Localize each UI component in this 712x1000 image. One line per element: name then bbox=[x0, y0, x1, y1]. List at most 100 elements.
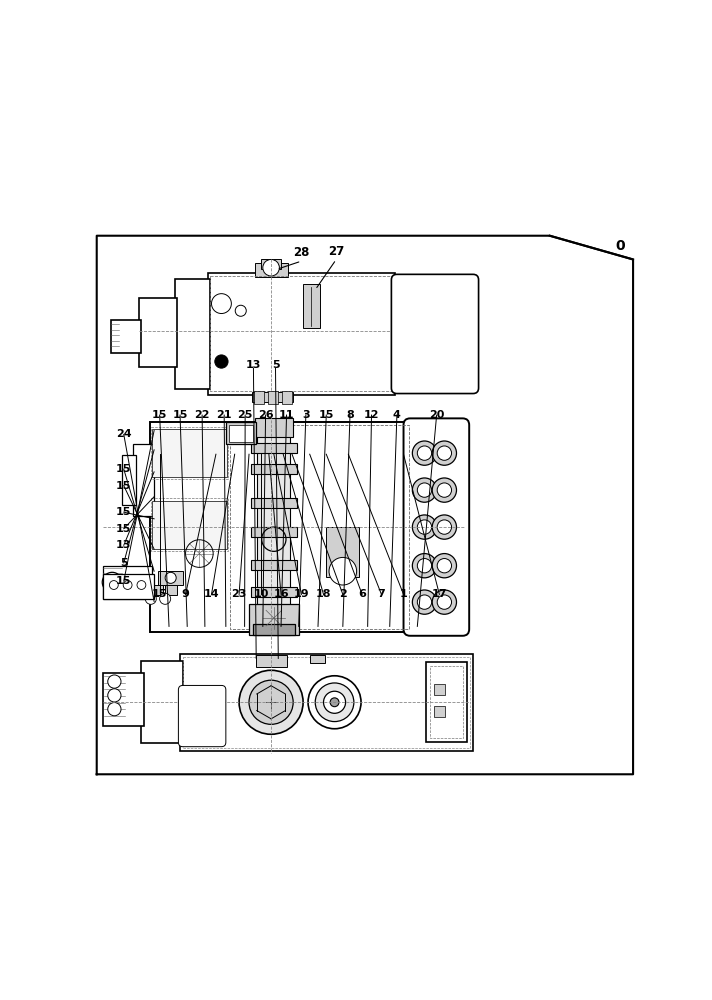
Circle shape bbox=[417, 446, 431, 460]
Bar bbox=[256, 655, 286, 667]
Bar bbox=[211, 276, 392, 391]
Bar bbox=[255, 418, 293, 437]
Bar bbox=[111, 320, 142, 353]
Text: 15: 15 bbox=[152, 410, 167, 420]
Text: 0: 0 bbox=[615, 239, 624, 253]
Text: 15: 15 bbox=[116, 464, 132, 474]
Text: 22: 22 bbox=[194, 410, 210, 420]
Text: 15: 15 bbox=[116, 481, 132, 491]
Circle shape bbox=[159, 593, 171, 604]
Circle shape bbox=[249, 680, 293, 724]
FancyBboxPatch shape bbox=[404, 418, 469, 636]
Text: 18: 18 bbox=[315, 589, 331, 599]
Circle shape bbox=[409, 299, 425, 314]
Text: 9: 9 bbox=[182, 589, 189, 599]
Bar bbox=[151, 427, 228, 479]
Circle shape bbox=[432, 441, 456, 465]
Bar bbox=[430, 666, 463, 738]
Circle shape bbox=[308, 676, 361, 729]
Circle shape bbox=[193, 732, 201, 740]
Bar bbox=[434, 706, 445, 717]
Circle shape bbox=[417, 595, 431, 609]
Circle shape bbox=[430, 322, 454, 346]
Circle shape bbox=[239, 670, 303, 734]
Text: 15: 15 bbox=[152, 589, 167, 599]
Bar bbox=[326, 527, 360, 577]
Bar bbox=[251, 464, 297, 474]
FancyBboxPatch shape bbox=[179, 685, 226, 747]
Text: 8: 8 bbox=[346, 410, 354, 420]
Text: 15: 15 bbox=[116, 507, 132, 517]
Bar bbox=[150, 422, 464, 632]
Circle shape bbox=[215, 355, 228, 368]
Text: 15: 15 bbox=[318, 410, 334, 420]
Bar bbox=[165, 585, 177, 595]
Circle shape bbox=[123, 581, 132, 589]
Bar bbox=[252, 392, 293, 402]
Bar bbox=[395, 279, 476, 389]
Bar bbox=[142, 661, 183, 743]
Text: 13: 13 bbox=[246, 360, 261, 370]
Circle shape bbox=[437, 446, 451, 460]
Bar bbox=[268, 391, 278, 404]
Circle shape bbox=[434, 299, 450, 314]
Text: 16: 16 bbox=[273, 589, 289, 599]
Circle shape bbox=[417, 520, 431, 534]
Text: 21: 21 bbox=[216, 410, 232, 420]
Bar bbox=[434, 684, 445, 695]
Text: 27: 27 bbox=[328, 245, 345, 258]
Text: 19: 19 bbox=[293, 589, 309, 599]
Text: 4: 4 bbox=[393, 410, 401, 420]
Circle shape bbox=[412, 590, 436, 614]
Circle shape bbox=[103, 572, 122, 592]
Circle shape bbox=[412, 478, 436, 502]
Circle shape bbox=[432, 554, 456, 578]
Text: 3: 3 bbox=[302, 410, 310, 420]
Bar bbox=[249, 604, 299, 635]
Bar bbox=[230, 425, 409, 629]
Text: 5: 5 bbox=[120, 558, 127, 568]
Bar bbox=[183, 657, 470, 748]
Text: 24: 24 bbox=[116, 429, 132, 439]
Text: 13: 13 bbox=[116, 540, 132, 550]
Circle shape bbox=[432, 515, 456, 539]
Circle shape bbox=[108, 703, 121, 716]
Circle shape bbox=[437, 595, 451, 609]
Circle shape bbox=[405, 322, 429, 346]
Bar bbox=[229, 425, 253, 442]
FancyBboxPatch shape bbox=[392, 274, 478, 394]
Bar bbox=[133, 444, 154, 516]
Text: 12: 12 bbox=[364, 410, 379, 420]
Circle shape bbox=[432, 478, 456, 502]
Circle shape bbox=[145, 593, 157, 604]
Bar bbox=[103, 574, 154, 599]
Text: 1: 1 bbox=[399, 589, 407, 599]
Bar bbox=[208, 273, 395, 395]
Bar bbox=[151, 498, 228, 551]
Circle shape bbox=[437, 483, 451, 497]
Circle shape bbox=[405, 294, 429, 318]
Circle shape bbox=[329, 557, 357, 585]
Bar bbox=[251, 498, 297, 508]
Text: 5: 5 bbox=[272, 360, 279, 370]
Circle shape bbox=[211, 294, 231, 314]
Circle shape bbox=[432, 590, 456, 614]
Bar bbox=[251, 587, 297, 597]
Bar bbox=[103, 566, 152, 599]
Text: 20: 20 bbox=[429, 410, 444, 420]
Circle shape bbox=[417, 559, 431, 573]
Bar bbox=[226, 422, 256, 444]
Bar bbox=[139, 298, 177, 367]
Bar bbox=[152, 501, 227, 549]
Circle shape bbox=[437, 520, 451, 534]
Circle shape bbox=[330, 698, 339, 707]
Text: 14: 14 bbox=[204, 589, 219, 599]
Text: 7: 7 bbox=[377, 589, 385, 599]
Bar bbox=[303, 284, 320, 328]
Text: 23: 23 bbox=[231, 589, 247, 599]
Circle shape bbox=[108, 675, 121, 688]
Circle shape bbox=[263, 259, 279, 276]
Circle shape bbox=[412, 441, 436, 465]
Text: 15: 15 bbox=[116, 576, 132, 586]
Circle shape bbox=[437, 559, 451, 573]
